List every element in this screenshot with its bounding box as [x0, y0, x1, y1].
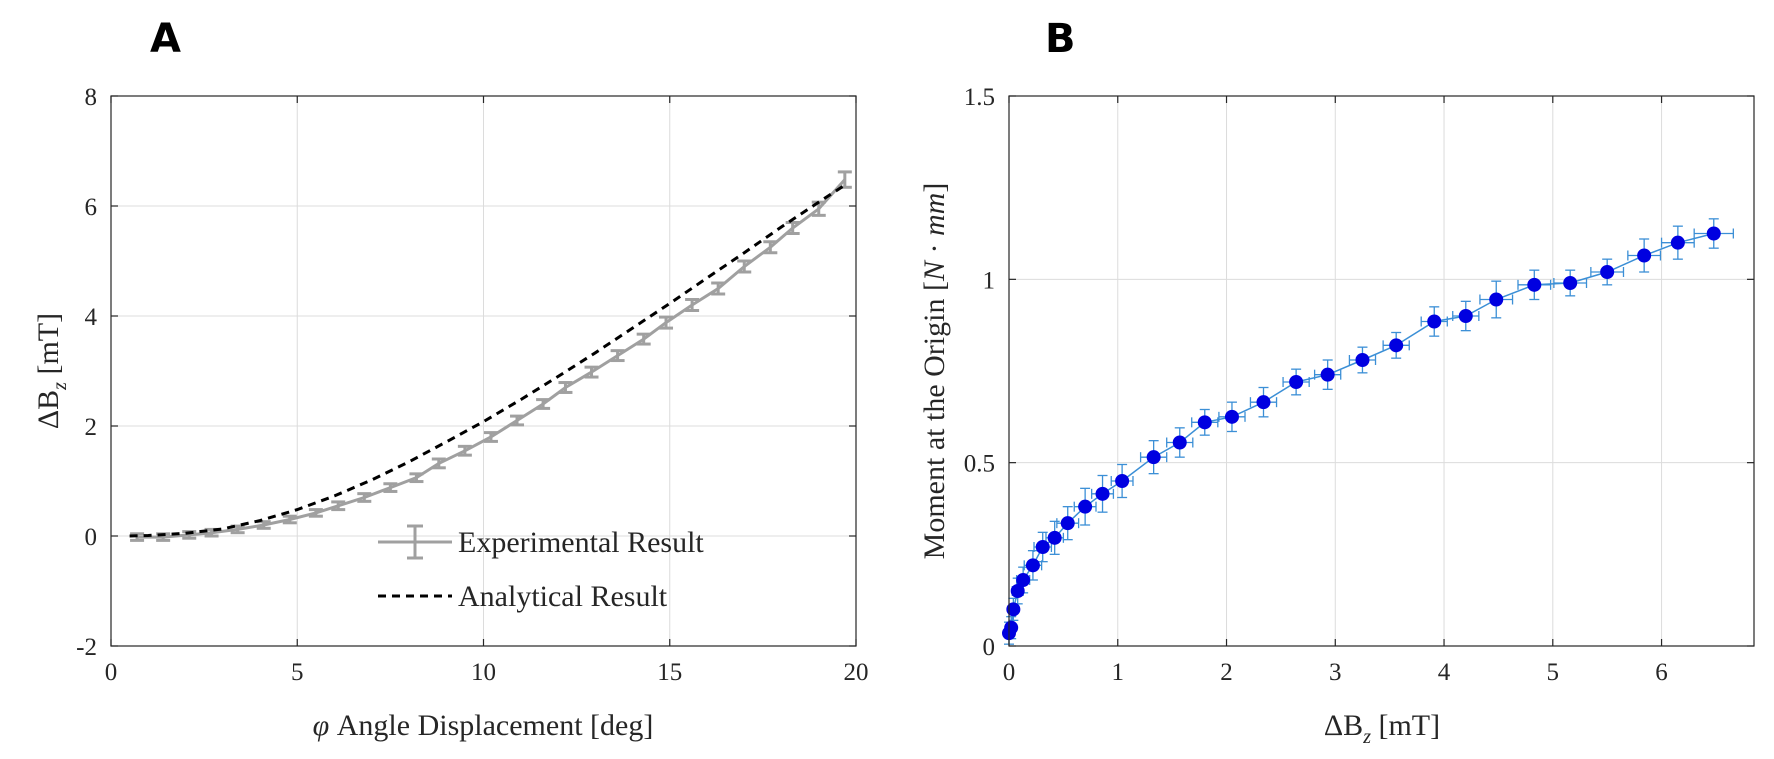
panel-a-letter: A [150, 16, 181, 62]
chart-b-data-point [1289, 375, 1304, 389]
chart-b-xtick-label: 6 [1655, 659, 1668, 686]
chart-a-series-experimental-line [137, 178, 846, 539]
chart-a-ylabel: ΔBz [mT] [32, 313, 71, 429]
chart-b-data-point [1458, 309, 1473, 323]
chart-a-grid [110, 95, 857, 647]
chart-b-data-point [1320, 367, 1335, 382]
chart-b-data-point [1389, 338, 1404, 353]
chart-b-data-point [1060, 516, 1075, 531]
chart-b-data-point [1563, 276, 1578, 290]
chart-a-xtick-label: 20 [844, 659, 869, 686]
chart-b-ticks: 0 1 2 3 4 5 6 0 0.5 1 1.5 [964, 84, 1754, 686]
chart-a-xlabel: φ Angle Displacement [deg] [313, 709, 654, 742]
chart-b-xtick-label: 1 [1112, 659, 1125, 686]
chart-b-grid [1008, 95, 1754, 647]
chart-a-series-analytical-line [129, 183, 846, 538]
chart-b-data-point [1355, 353, 1370, 367]
chart-b-data-point [1197, 415, 1212, 430]
chart-b-data-point [1224, 409, 1239, 424]
chart-a-legend: Experimental Result Analytical Result [378, 524, 704, 613]
chart-b-data-point [1670, 235, 1685, 250]
chart-b-data-point [1004, 620, 1019, 635]
chart-b-xtick-label: 5 [1547, 659, 1560, 686]
chart-b-ylabel: Moment at the Origin [N · mm] [918, 183, 951, 560]
chart-b-data-point [1706, 226, 1721, 241]
chart-b-xtick-label: 0 [1003, 659, 1016, 686]
chart-a-ytick-label: 0 [85, 524, 98, 551]
chart-a-xtick-label: 0 [105, 659, 118, 686]
chart-a-ytick-label: 2 [85, 414, 98, 441]
chart-b-data-point [1256, 395, 1271, 410]
panel-b-letter: B [1045, 16, 1076, 62]
chart-a-ticks: 0 5 10 15 20 -2 0 2 4 6 8 [76, 84, 868, 686]
chart-b: 0 1 2 3 4 5 6 0 0.5 1 1.5 ΔBz [mT] Moment at the O… [918, 84, 1755, 748]
chart-b-data-point [1146, 450, 1161, 465]
chart-b-data-point [1025, 558, 1040, 573]
chart-b-xtick-label: 3 [1329, 659, 1342, 686]
chart-a-ytick-label: 6 [85, 194, 98, 221]
chart-b-data-point [1172, 435, 1187, 450]
chart-b-xtick-label: 2 [1220, 659, 1233, 686]
chart-b-data-point [1010, 584, 1025, 598]
chart-b-ytick-label: 0 [983, 634, 996, 661]
legend-analytical-label: Analytical Result [458, 580, 668, 613]
chart-b-data-point [1427, 314, 1442, 329]
chart-b-data-point [1047, 530, 1062, 545]
chart-b-ytick-label: 1.5 [964, 84, 995, 111]
chart-b-data-point [1637, 248, 1652, 263]
chart-b-data-point [1006, 602, 1021, 617]
chart-a-xtick-label: 5 [291, 659, 304, 686]
chart-a-ytick-label: -2 [76, 634, 97, 661]
chart-a: 0 5 10 15 20 -2 0 2 4 6 8 φ Angle Displacement [de… [32, 84, 869, 742]
chart-b-data-point [1527, 277, 1542, 292]
chart-b-data-point [1115, 474, 1130, 488]
chart-b-data-point [1095, 486, 1110, 501]
chart-b-data [1002, 218, 1734, 645]
chart-b-data-point [1035, 540, 1050, 554]
chart-a-xtick-label: 15 [657, 659, 682, 686]
chart-b-ytick-label: 0.5 [964, 451, 995, 478]
chart-b-series-line [1008, 232, 1714, 634]
chart-b-ytick-label: 1 [983, 267, 996, 294]
legend-experimental-label: Experimental Result [458, 526, 704, 559]
chart-b-data-point [1600, 265, 1615, 279]
chart-b-data-point [1489, 292, 1504, 307]
chart-a-ytick-label: 8 [85, 84, 98, 111]
chart-b-data-point [1016, 573, 1031, 587]
chart-a-ytick-label: 4 [85, 304, 98, 331]
chart-a-data [129, 170, 852, 542]
chart-b-frame [1008, 95, 1755, 647]
chart-b-data-point [1078, 499, 1093, 514]
chart-a-xtick-label: 10 [471, 659, 496, 686]
chart-b-xtick-label: 4 [1438, 659, 1451, 686]
chart-b-xlabel: ΔBz [mT] [1324, 709, 1440, 748]
